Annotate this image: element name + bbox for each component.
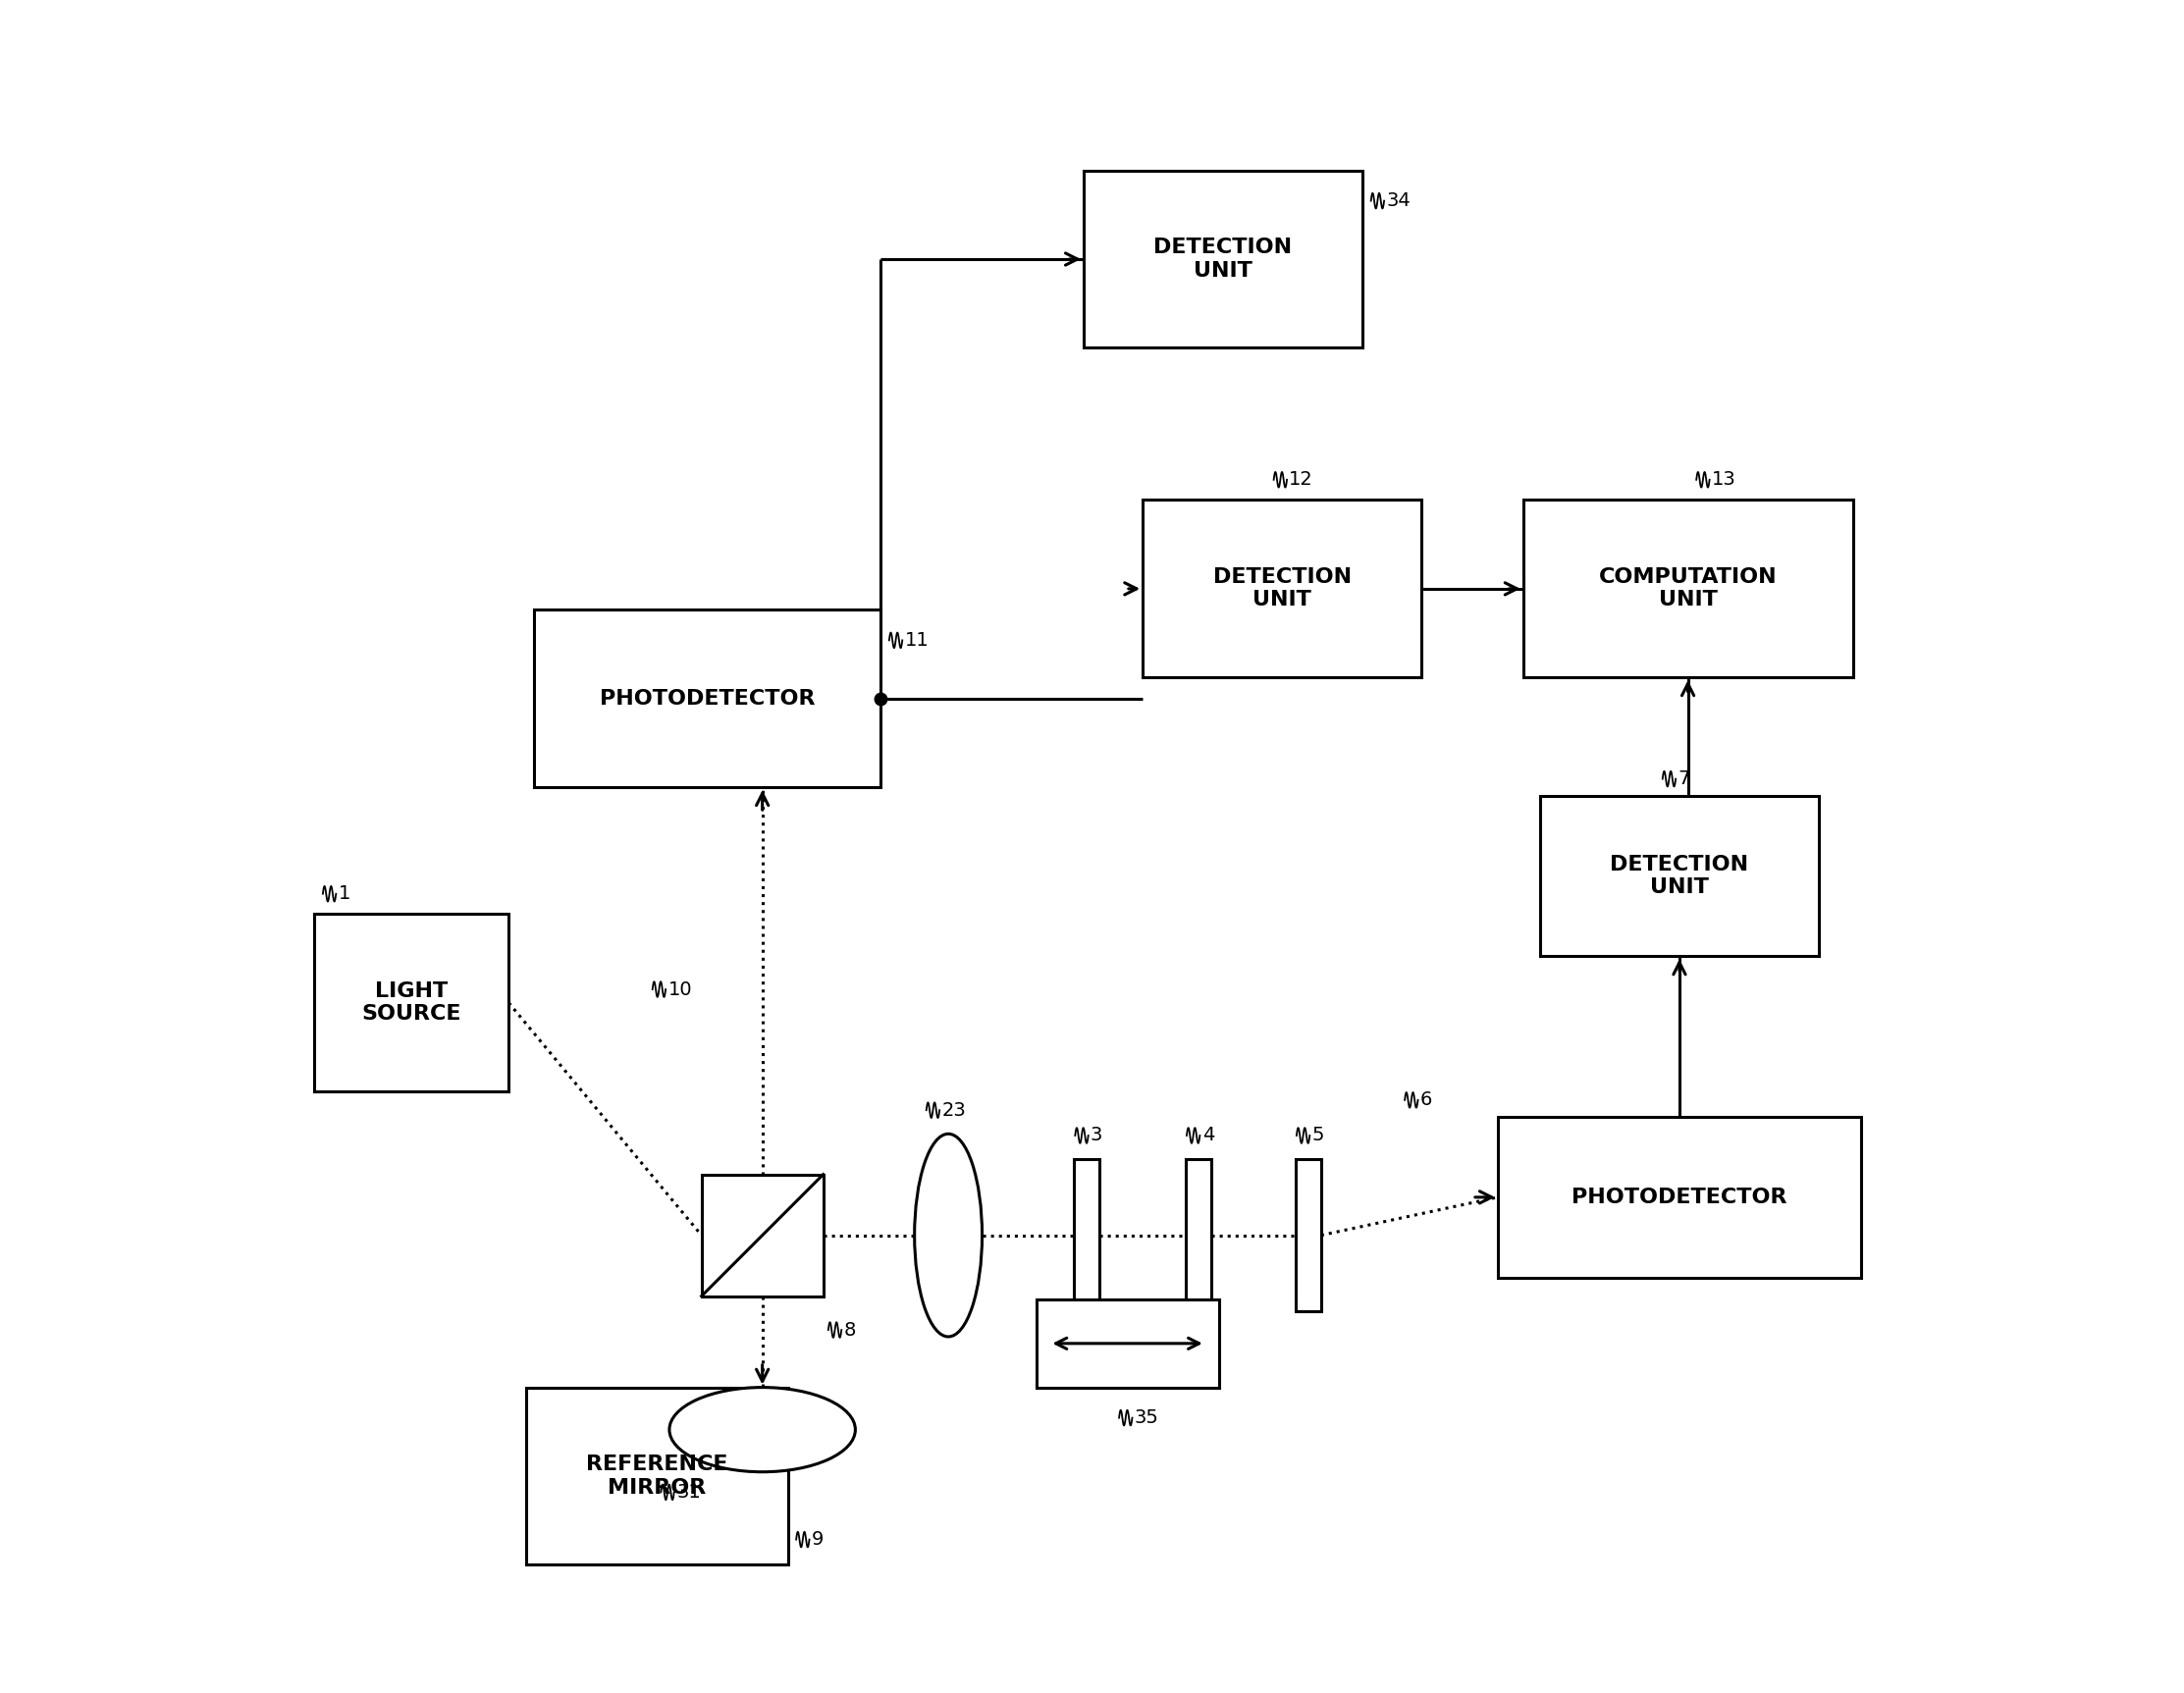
Text: 23: 23: [941, 1100, 965, 1119]
Text: 34: 34: [1387, 191, 1411, 210]
Bar: [1295, 1160, 1321, 1312]
Text: 12: 12: [1289, 471, 1313, 489]
Text: 6: 6: [1420, 1090, 1433, 1109]
Bar: [1075, 1160, 1099, 1312]
Bar: [1142, 499, 1422, 677]
Bar: [314, 914, 509, 1092]
Bar: [1083, 171, 1363, 347]
Text: PHOTODETECTOR: PHOTODETECTOR: [1572, 1187, 1787, 1207]
Text: 8: 8: [843, 1321, 856, 1339]
Text: 9: 9: [812, 1530, 823, 1549]
Text: 13: 13: [1712, 471, 1736, 489]
Text: PHOTODETECTOR: PHOTODETECTOR: [601, 689, 815, 708]
Text: 31: 31: [677, 1483, 701, 1502]
Bar: [1498, 1117, 1861, 1278]
Text: REFERENCE
MIRROR: REFERENCE MIRROR: [585, 1454, 727, 1497]
Text: 1: 1: [339, 884, 349, 902]
Bar: [701, 1175, 823, 1297]
Text: DETECTION
UNIT: DETECTION UNIT: [1153, 239, 1293, 281]
Bar: [1035, 1300, 1219, 1387]
Bar: [1186, 1160, 1212, 1312]
Text: DETECTION
UNIT: DETECTION UNIT: [1610, 855, 1749, 897]
Ellipse shape: [915, 1134, 983, 1337]
Text: DETECTION
UNIT: DETECTION UNIT: [1212, 567, 1352, 609]
Bar: [526, 1387, 788, 1564]
Bar: [1540, 796, 1819, 957]
Ellipse shape: [668, 1387, 856, 1471]
Text: 11: 11: [904, 631, 928, 650]
Text: COMPUTATION
UNIT: COMPUTATION UNIT: [1599, 567, 1778, 609]
Text: 3: 3: [1090, 1126, 1103, 1144]
Text: LIGHT
SOURCE: LIGHT SOURCE: [363, 982, 461, 1024]
Bar: [1522, 499, 1852, 677]
Text: 10: 10: [668, 980, 692, 999]
Text: 35: 35: [1133, 1409, 1160, 1427]
Text: 5: 5: [1313, 1126, 1324, 1144]
Text: 7: 7: [1677, 770, 1690, 789]
Text: 4: 4: [1201, 1126, 1214, 1144]
Bar: [535, 609, 880, 787]
